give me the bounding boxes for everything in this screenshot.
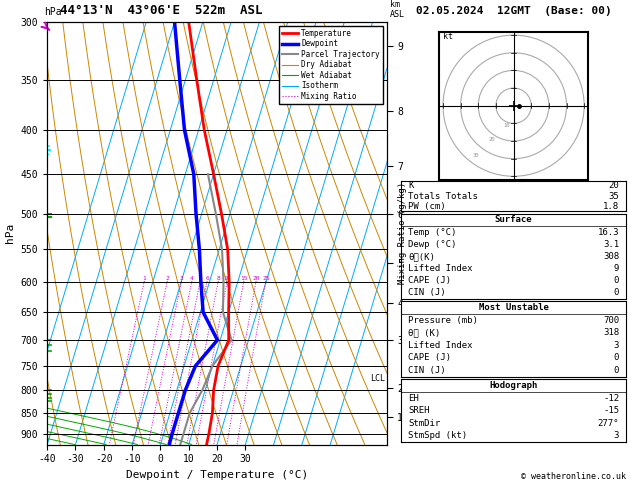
Text: Temp (°C): Temp (°C): [408, 227, 457, 237]
Text: 20: 20: [489, 137, 496, 142]
Text: 277°: 277°: [598, 419, 619, 428]
Text: hPa: hPa: [44, 7, 62, 17]
Text: Dewp (°C): Dewp (°C): [408, 240, 457, 249]
Text: 5: 5: [198, 276, 202, 281]
Text: Most Unstable: Most Unstable: [479, 303, 548, 312]
Text: 3: 3: [614, 432, 619, 440]
Text: 30: 30: [473, 153, 479, 158]
Text: 318: 318: [603, 328, 619, 337]
Text: SREH: SREH: [408, 406, 430, 415]
Text: 0: 0: [614, 276, 619, 285]
Text: Totals Totals: Totals Totals: [408, 191, 478, 201]
Text: 0: 0: [614, 366, 619, 375]
Text: Hodograph: Hodograph: [489, 381, 538, 390]
Text: 1.8: 1.8: [603, 202, 619, 211]
Text: 3: 3: [614, 341, 619, 350]
X-axis label: Dewpoint / Temperature (°C): Dewpoint / Temperature (°C): [126, 470, 308, 480]
Text: 8: 8: [216, 276, 220, 281]
Text: CIN (J): CIN (J): [408, 288, 446, 297]
Text: 700: 700: [603, 315, 619, 325]
Text: 10: 10: [223, 276, 231, 281]
Text: 20: 20: [252, 276, 260, 281]
Y-axis label: hPa: hPa: [5, 223, 15, 243]
Text: -12: -12: [603, 394, 619, 402]
Text: θᴇ (K): θᴇ (K): [408, 328, 440, 337]
Text: 3.1: 3.1: [603, 240, 619, 249]
Text: Lifted Index: Lifted Index: [408, 264, 472, 273]
Legend: Temperature, Dewpoint, Parcel Trajectory, Dry Adiabat, Wet Adiabat, Isotherm, Mi: Temperature, Dewpoint, Parcel Trajectory…: [279, 26, 383, 104]
Text: 0: 0: [614, 288, 619, 297]
Text: km
ASL: km ASL: [390, 0, 405, 19]
Text: Pressure (mb): Pressure (mb): [408, 315, 478, 325]
Text: 2: 2: [165, 276, 169, 281]
Text: LCL: LCL: [370, 374, 386, 383]
Text: Lifted Index: Lifted Index: [408, 341, 472, 350]
Text: 4: 4: [190, 276, 194, 281]
Text: StmDir: StmDir: [408, 419, 440, 428]
Text: 6: 6: [205, 276, 209, 281]
Text: 25: 25: [262, 276, 270, 281]
Text: 16.3: 16.3: [598, 227, 619, 237]
Text: 9: 9: [614, 264, 619, 273]
Text: 0: 0: [614, 353, 619, 363]
Text: 308: 308: [603, 252, 619, 261]
Text: Surface: Surface: [495, 215, 532, 225]
Text: 35: 35: [608, 191, 619, 201]
Text: 15: 15: [240, 276, 248, 281]
Text: θᴇ(K): θᴇ(K): [408, 252, 435, 261]
Text: StmSpd (kt): StmSpd (kt): [408, 432, 467, 440]
Text: K: K: [408, 181, 413, 191]
Text: 44°13'N  43°06'E  522m  ASL: 44°13'N 43°06'E 522m ASL: [60, 4, 262, 17]
Text: CIN (J): CIN (J): [408, 366, 446, 375]
Text: CAPE (J): CAPE (J): [408, 353, 451, 363]
Text: 10: 10: [503, 123, 509, 128]
Text: kt: kt: [443, 32, 453, 41]
Text: 02.05.2024  12GMT  (Base: 00): 02.05.2024 12GMT (Base: 00): [416, 6, 611, 16]
Text: -15: -15: [603, 406, 619, 415]
Text: 20: 20: [608, 181, 619, 191]
Text: CAPE (J): CAPE (J): [408, 276, 451, 285]
Text: © weatheronline.co.uk: © weatheronline.co.uk: [521, 472, 626, 481]
Text: EH: EH: [408, 394, 419, 402]
Text: PW (cm): PW (cm): [408, 202, 446, 211]
Text: 1: 1: [143, 276, 147, 281]
Text: Mixing Ratio (g/kg): Mixing Ratio (g/kg): [398, 182, 407, 284]
Text: 3: 3: [180, 276, 183, 281]
